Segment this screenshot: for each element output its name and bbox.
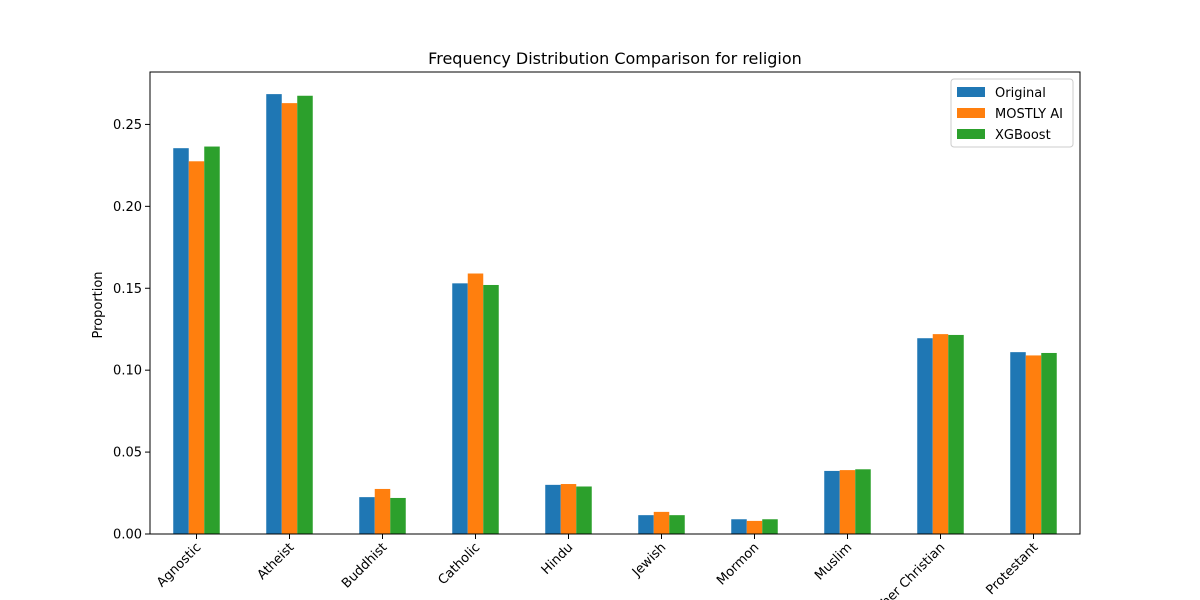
x-tick-label: Muslim [812, 540, 855, 583]
bar-original-hindu [545, 484, 561, 534]
x-tick-label: Protestant [983, 540, 1041, 598]
bar-mostly-ai-buddhist [374, 488, 391, 534]
bar-xgboost-buddhist [390, 497, 406, 534]
x-tick-label: Hindu [539, 540, 577, 578]
bar-xgboost-jewish [669, 515, 685, 534]
bar-mostly-ai-atheist [281, 103, 298, 535]
y-tick-label: 0.20 [113, 200, 142, 215]
bar-mostly-ai-agnostic [188, 161, 205, 534]
legend: Original MOSTLY AI XGBoost [950, 78, 1074, 148]
legend-label: MOSTLY AI [995, 107, 1063, 122]
bar-xgboost-agnostic [204, 146, 220, 535]
bar-original-catholic [452, 283, 468, 534]
bar-mostly-ai-hindu [560, 484, 577, 534]
bar-original-mormon [731, 519, 747, 534]
bar-mostly-ai-mormon [746, 520, 763, 534]
y-tick-label: 0.10 [113, 364, 142, 379]
bar-xgboost-atheist [297, 95, 313, 535]
bar-original-agnostic [173, 148, 189, 534]
bar-xgboost-muslim [855, 469, 871, 534]
bar-xgboost-hindu [576, 486, 592, 534]
plot-frame [149, 71, 1081, 535]
x-tick-label: Catholic [435, 540, 483, 588]
x-tick-label: Atheist [255, 540, 298, 583]
x-tick-label: Agnostic [154, 540, 204, 590]
legend-swatch [957, 129, 985, 139]
bar-xgboost-catholic [483, 284, 499, 534]
y-tick-label: 0.15 [113, 282, 142, 297]
y-axis: 0.00 0.05 0.10 0.15 0.20 0.25 [113, 118, 150, 543]
bar-mostly-ai-catholic [467, 273, 484, 534]
x-tick-label: Other Christian [868, 540, 949, 600]
legend-label: Original [995, 86, 1046, 101]
legend-swatch [957, 87, 985, 97]
y-tick-label: 0.05 [113, 446, 142, 461]
bar-xgboost-protestant [1041, 352, 1057, 534]
chart-title: Frequency Distribution Comparison for re… [428, 49, 802, 68]
bars-group [173, 94, 1057, 535]
x-tick-label: Buddhist [339, 540, 390, 591]
bar-original-buddhist [359, 497, 375, 534]
bar-original-other-christian [917, 338, 933, 534]
legend-label: XGBoost [995, 128, 1051, 143]
bar-mostly-ai-muslim [839, 470, 856, 534]
y-tick-label: 0.00 [113, 528, 142, 543]
bar-mostly-ai-protestant [1025, 355, 1042, 534]
y-axis-label: Proportion [91, 271, 106, 338]
x-tick-label: Jewish [629, 540, 669, 580]
legend-swatch [957, 108, 985, 118]
bar-original-muslim [824, 470, 840, 534]
bar-original-protestant [1010, 352, 1026, 534]
y-tick-label: 0.25 [113, 118, 142, 133]
x-tick-label: Mormon [714, 540, 762, 588]
bar-mostly-ai-jewish [653, 511, 670, 534]
bar-original-jewish [638, 515, 654, 534]
bar-xgboost-other-christian [948, 334, 964, 534]
bar-original-atheist [266, 94, 282, 535]
bar-mostly-ai-other-christian [932, 334, 949, 534]
bar-xgboost-mormon [762, 519, 778, 534]
x-axis: Agnostic Atheist Buddhist Catholic Hindu Jewi… [154, 534, 1041, 600]
